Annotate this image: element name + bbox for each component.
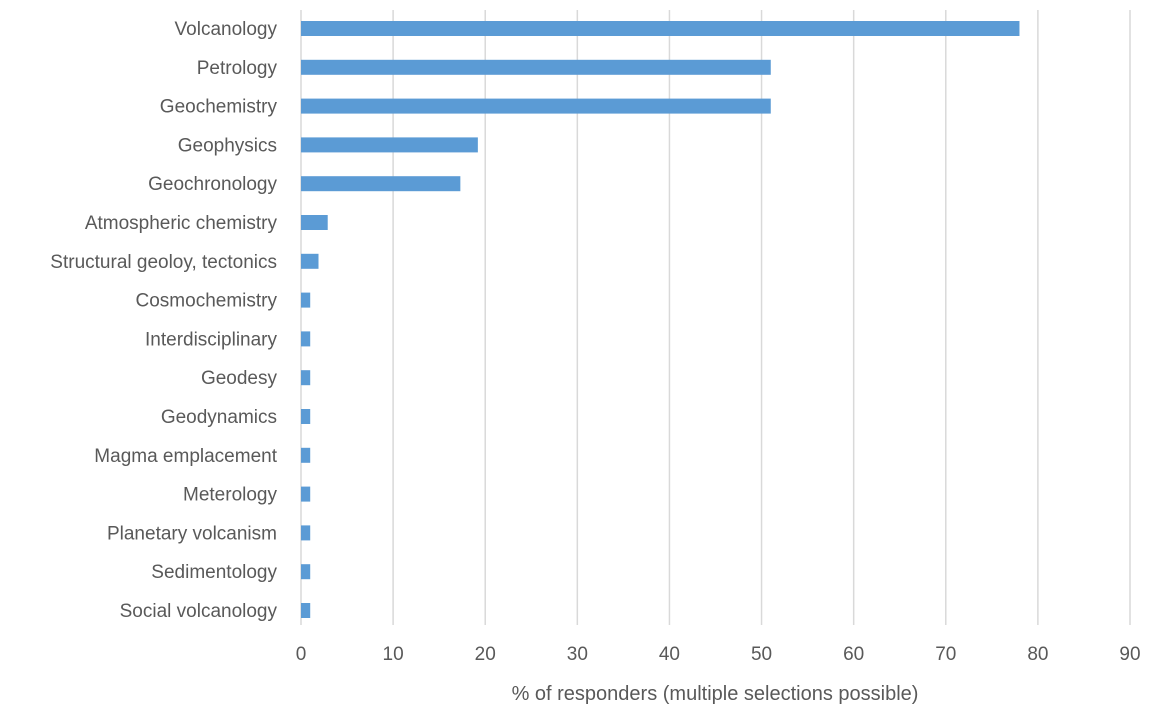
x-tick-label: 40 — [659, 644, 680, 665]
x-tick-label: 90 — [1119, 644, 1140, 665]
bar — [301, 525, 311, 541]
category-labels: Volcanology Petrology Geochemistry Geophysi… — [50, 19, 277, 622]
category-label: Meterology — [183, 485, 277, 506]
bar — [301, 331, 311, 347]
bar — [301, 409, 311, 424]
bar — [301, 564, 311, 580]
bar — [301, 253, 319, 269]
category-label: Geochronology — [148, 174, 277, 195]
category-label: Structural geoloy, tectonics — [50, 252, 277, 273]
category-label: Social volcanology — [120, 601, 278, 622]
bar — [301, 176, 461, 192]
category-label: Geodynamics — [161, 407, 277, 428]
x-axis-title: % of responders (multiple selections pos… — [512, 683, 919, 705]
category-label: Planetary volcanism — [107, 523, 277, 544]
x-tick-label: 50 — [751, 644, 772, 665]
category-label: Magma emplacement — [94, 446, 277, 467]
bar — [301, 137, 478, 153]
x-tick-label: 80 — [1027, 644, 1048, 665]
bar — [301, 447, 311, 463]
x-tick-label: 30 — [567, 644, 588, 665]
category-label: Geochemistry — [160, 97, 278, 118]
category-label: Cosmochemistry — [136, 291, 278, 312]
bars — [301, 21, 1020, 618]
x-tick-label: 10 — [383, 644, 404, 665]
bar — [301, 21, 1020, 36]
bar — [301, 98, 771, 114]
category-label: Atmospheric chemistry — [85, 213, 278, 234]
category-label: Sedimentology — [151, 562, 277, 583]
category-label: Geophysics — [178, 135, 277, 156]
bar — [301, 603, 311, 618]
category-label: Volcanology — [175, 19, 278, 40]
x-axis-ticks: 0 10 20 30 40 50 60 70 80 90 — [296, 644, 1141, 665]
x-tick-label: 70 — [935, 644, 956, 665]
bar — [301, 215, 328, 230]
category-label: Petrology — [197, 58, 278, 79]
category-label: Geodesy — [201, 368, 278, 389]
x-tick-label: 0 — [296, 644, 307, 665]
bar — [301, 59, 771, 75]
x-tick-label: 60 — [843, 644, 864, 665]
category-label: Interdisciplinary — [145, 329, 277, 350]
x-tick-label: 20 — [475, 644, 496, 665]
bar — [301, 486, 311, 502]
bar — [301, 292, 311, 308]
bar — [301, 370, 311, 386]
